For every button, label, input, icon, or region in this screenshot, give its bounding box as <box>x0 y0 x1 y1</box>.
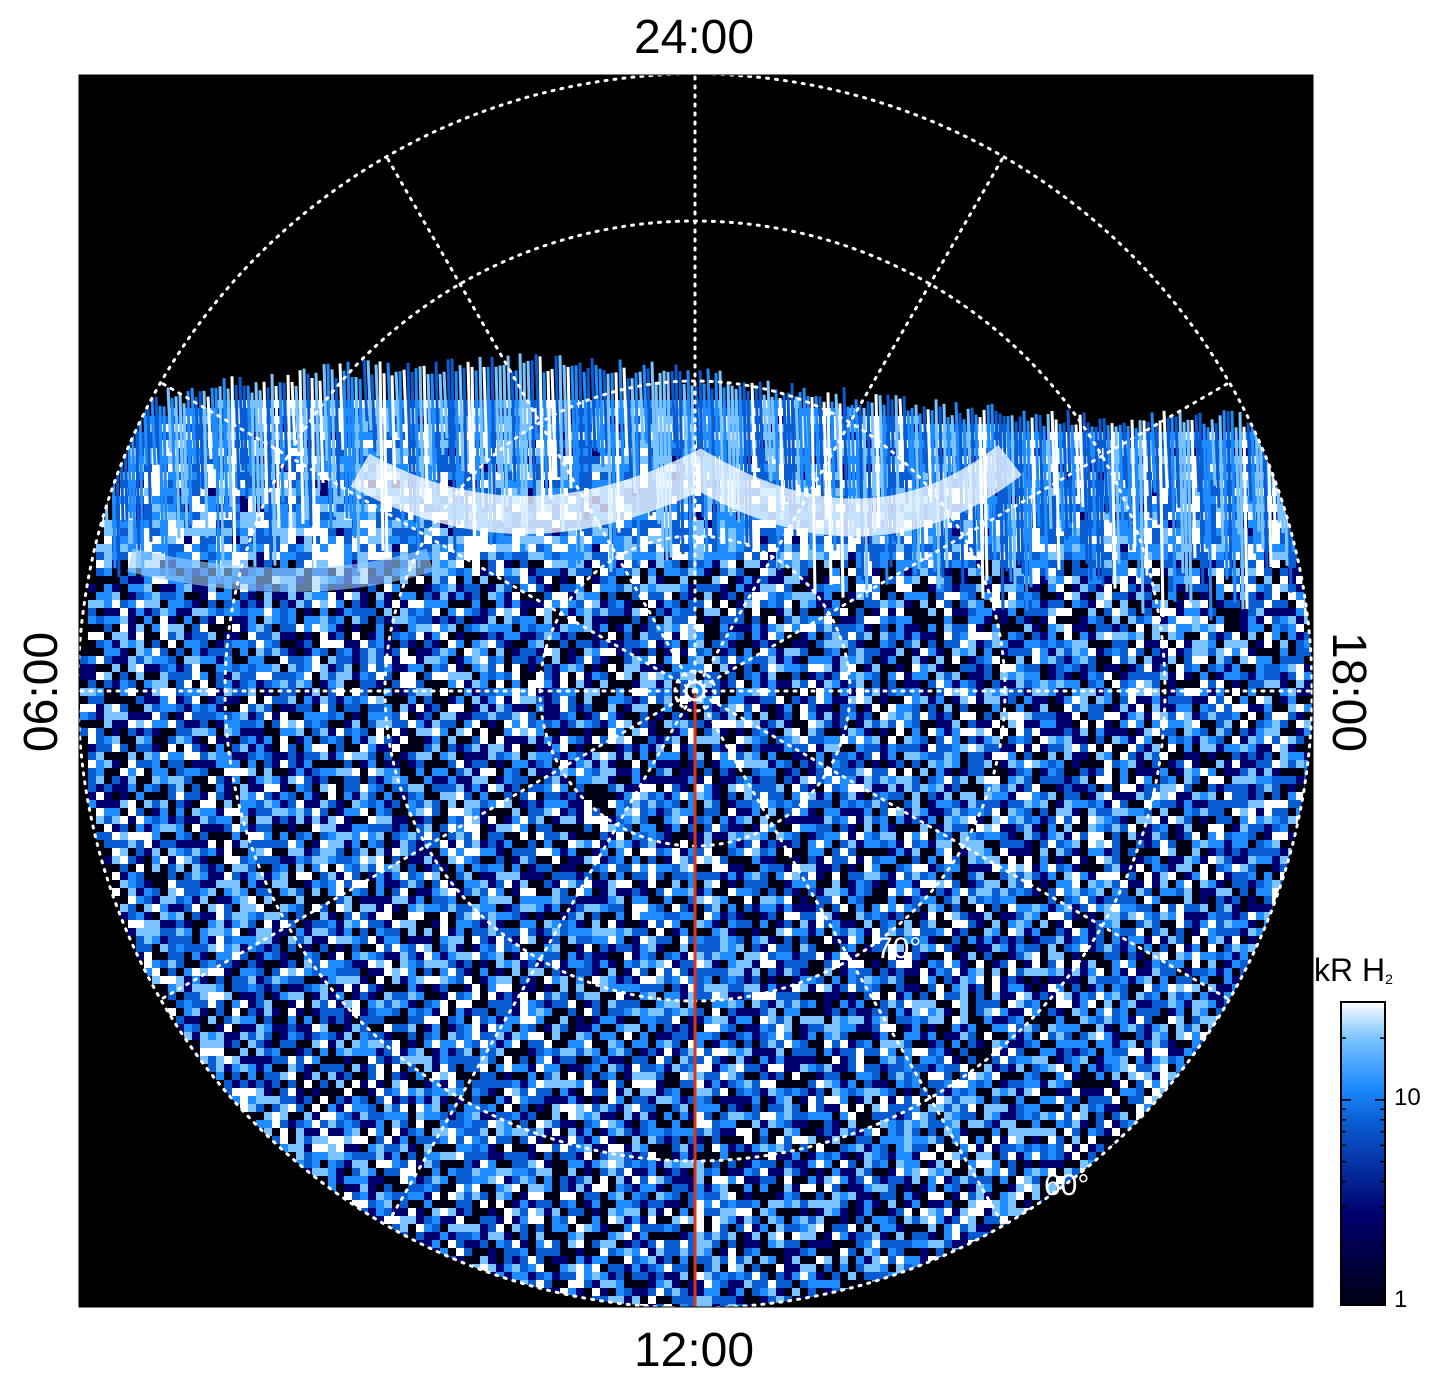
latitude-circle-outer <box>79 75 1313 1307</box>
colorbar-title: kR H2 <box>1314 954 1393 986</box>
colorbar-title-main: kR H <box>1314 952 1386 988</box>
latitude-label-60: 60° <box>1044 1169 1089 1202</box>
colorbar-tick-1: 1 <box>1394 1286 1408 1313</box>
pole-marker <box>684 680 706 702</box>
colorbar-minor-ticks <box>1341 1001 1385 1306</box>
local-time-label-midnight: 24:00 <box>633 11 755 64</box>
meridian-line <box>385 689 697 1227</box>
colorbar-title-subscript: 2 <box>1385 971 1393 987</box>
pole-marker-center <box>693 689 697 693</box>
colorbar-tick-10: 10 <box>1394 1084 1421 1111</box>
colorbar <box>1340 1001 1386 1306</box>
meridian-line <box>159 689 697 1001</box>
local-time-label-dusk: 18:00 <box>1322 631 1375 753</box>
latitude-label-70: 70° <box>876 932 921 965</box>
local-time-label-noon: 12:00 <box>633 1324 755 1377</box>
auroral-emission-map <box>80 353 1312 1307</box>
meridian-line <box>385 155 697 693</box>
meridian-line <box>693 381 1231 693</box>
auroral-oval <box>98 353 1293 621</box>
meridian-line <box>693 155 1005 693</box>
meridian-line <box>693 689 1005 1227</box>
plot-frame <box>78 74 1314 1308</box>
local-time-label-dawn: 06:00 <box>15 631 68 753</box>
meridian-line <box>693 689 1231 1001</box>
meridian-line <box>159 381 697 693</box>
